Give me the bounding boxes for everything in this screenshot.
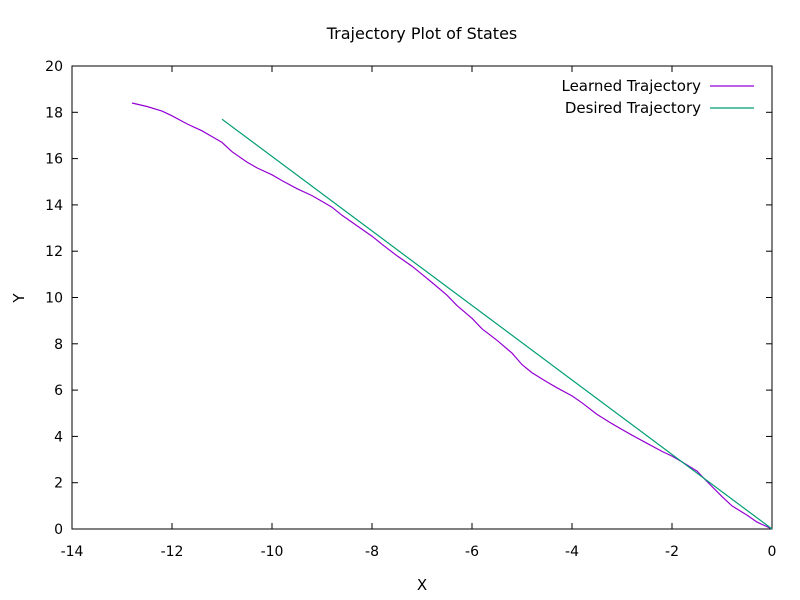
legend-label: Learned Trajectory [561, 77, 701, 95]
legend: Learned Trajectory Desired Trajectory [561, 77, 754, 117]
x-tick-label: -8 [365, 544, 379, 560]
y-tick-label: 4 [54, 429, 63, 445]
series-line-learned-trajectory [131, 102, 773, 530]
x-tick-label: -14 [61, 544, 84, 560]
x-tick-label: -4 [565, 544, 579, 560]
x-axis-label: X [417, 576, 427, 594]
x-tick-label: -2 [665, 544, 679, 560]
y-tick-label: 8 [54, 337, 63, 353]
y-tick-label: 16 [45, 152, 63, 168]
y-tick-label: 10 [45, 291, 63, 307]
y-tick-label: 6 [54, 383, 63, 399]
series-line-desired-trajectory [221, 118, 773, 530]
y-tick-label: 14 [45, 198, 63, 214]
plot-lines [131, 102, 773, 530]
y-tick-label: 2 [54, 476, 63, 492]
y-tick-label: 12 [45, 244, 63, 260]
x-tick-label: 0 [768, 544, 777, 560]
x-tick-label: -12 [161, 544, 184, 560]
x-tick-label: -6 [465, 544, 479, 560]
plot-frame [71, 65, 773, 530]
y-tick-label: 20 [45, 59, 63, 75]
axis-ticks: -14 -12 -10 -8 -6 -4 -2 0 0 2 4 6 8 10 12 14 16 18 20 [45, 59, 776, 560]
legend-label: Desired Trajectory [565, 99, 701, 117]
chart-title: Trajectory Plot of States [326, 24, 518, 43]
x-tick-label: -10 [261, 544, 284, 560]
y-tick-label: 18 [45, 105, 63, 121]
y-axis-label: Y [10, 293, 28, 304]
y-tick-label: 0 [54, 522, 63, 538]
